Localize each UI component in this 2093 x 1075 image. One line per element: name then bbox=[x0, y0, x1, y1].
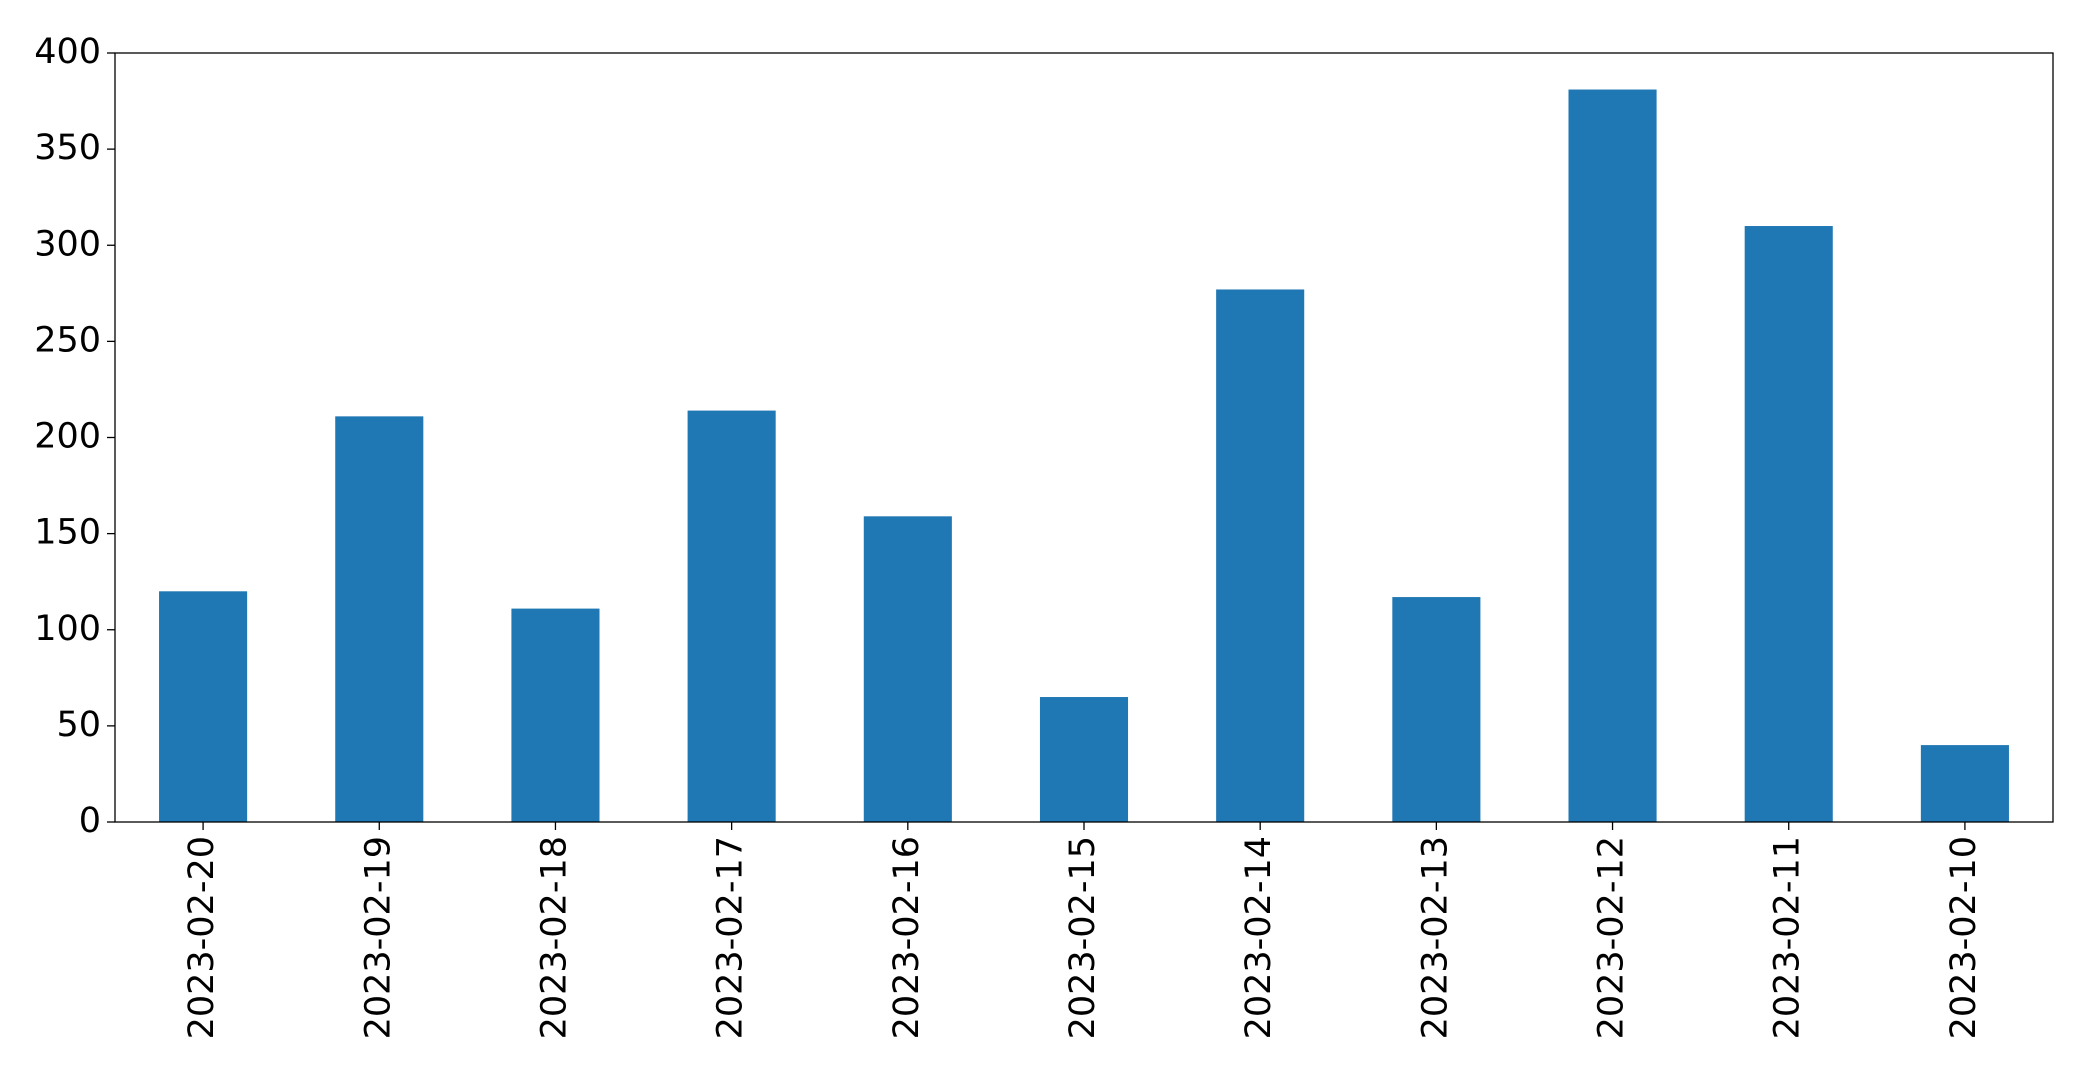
x-tick-label: 2023-02-14 bbox=[1239, 836, 1279, 1039]
x-tick-label: 2023-02-12 bbox=[1592, 836, 1632, 1039]
y-tick-label: 150 bbox=[34, 513, 101, 553]
y-tick-label: 100 bbox=[34, 609, 101, 649]
y-tick-label: 400 bbox=[34, 32, 101, 72]
bar bbox=[1568, 89, 1657, 823]
bar bbox=[1744, 226, 1833, 822]
bar bbox=[335, 416, 424, 822]
x-tick-label: 2023-02-19 bbox=[358, 836, 398, 1039]
y-tick-label: 200 bbox=[34, 417, 101, 457]
bar bbox=[1216, 289, 1305, 822]
x-tick-label: 2023-02-17 bbox=[711, 836, 751, 1039]
x-tick-label: 2023-02-13 bbox=[1415, 836, 1455, 1039]
x-tick-label: 2023-02-20 bbox=[182, 836, 222, 1039]
x-tick-label: 2023-02-16 bbox=[887, 836, 927, 1039]
y-tick-label: 250 bbox=[34, 320, 101, 360]
bar bbox=[863, 516, 952, 822]
bar bbox=[1392, 597, 1481, 822]
y-tick-label: 50 bbox=[56, 705, 101, 745]
bar bbox=[1039, 697, 1129, 822]
x-tick-label: 2023-02-15 bbox=[1063, 836, 1103, 1039]
y-tick-label: 350 bbox=[34, 128, 101, 168]
plot-frame bbox=[114, 52, 2054, 823]
x-tick-label: 2023-02-18 bbox=[534, 836, 574, 1039]
bar bbox=[159, 591, 248, 822]
bar bbox=[511, 608, 600, 822]
x-tick-label: 2023-02-10 bbox=[1944, 836, 1984, 1039]
y-tick-label: 0 bbox=[79, 801, 101, 841]
bar bbox=[687, 410, 776, 822]
x-tick-label: 2023-02-11 bbox=[1768, 836, 1808, 1039]
y-tick-label: 300 bbox=[34, 224, 101, 264]
bar bbox=[1920, 745, 2009, 822]
